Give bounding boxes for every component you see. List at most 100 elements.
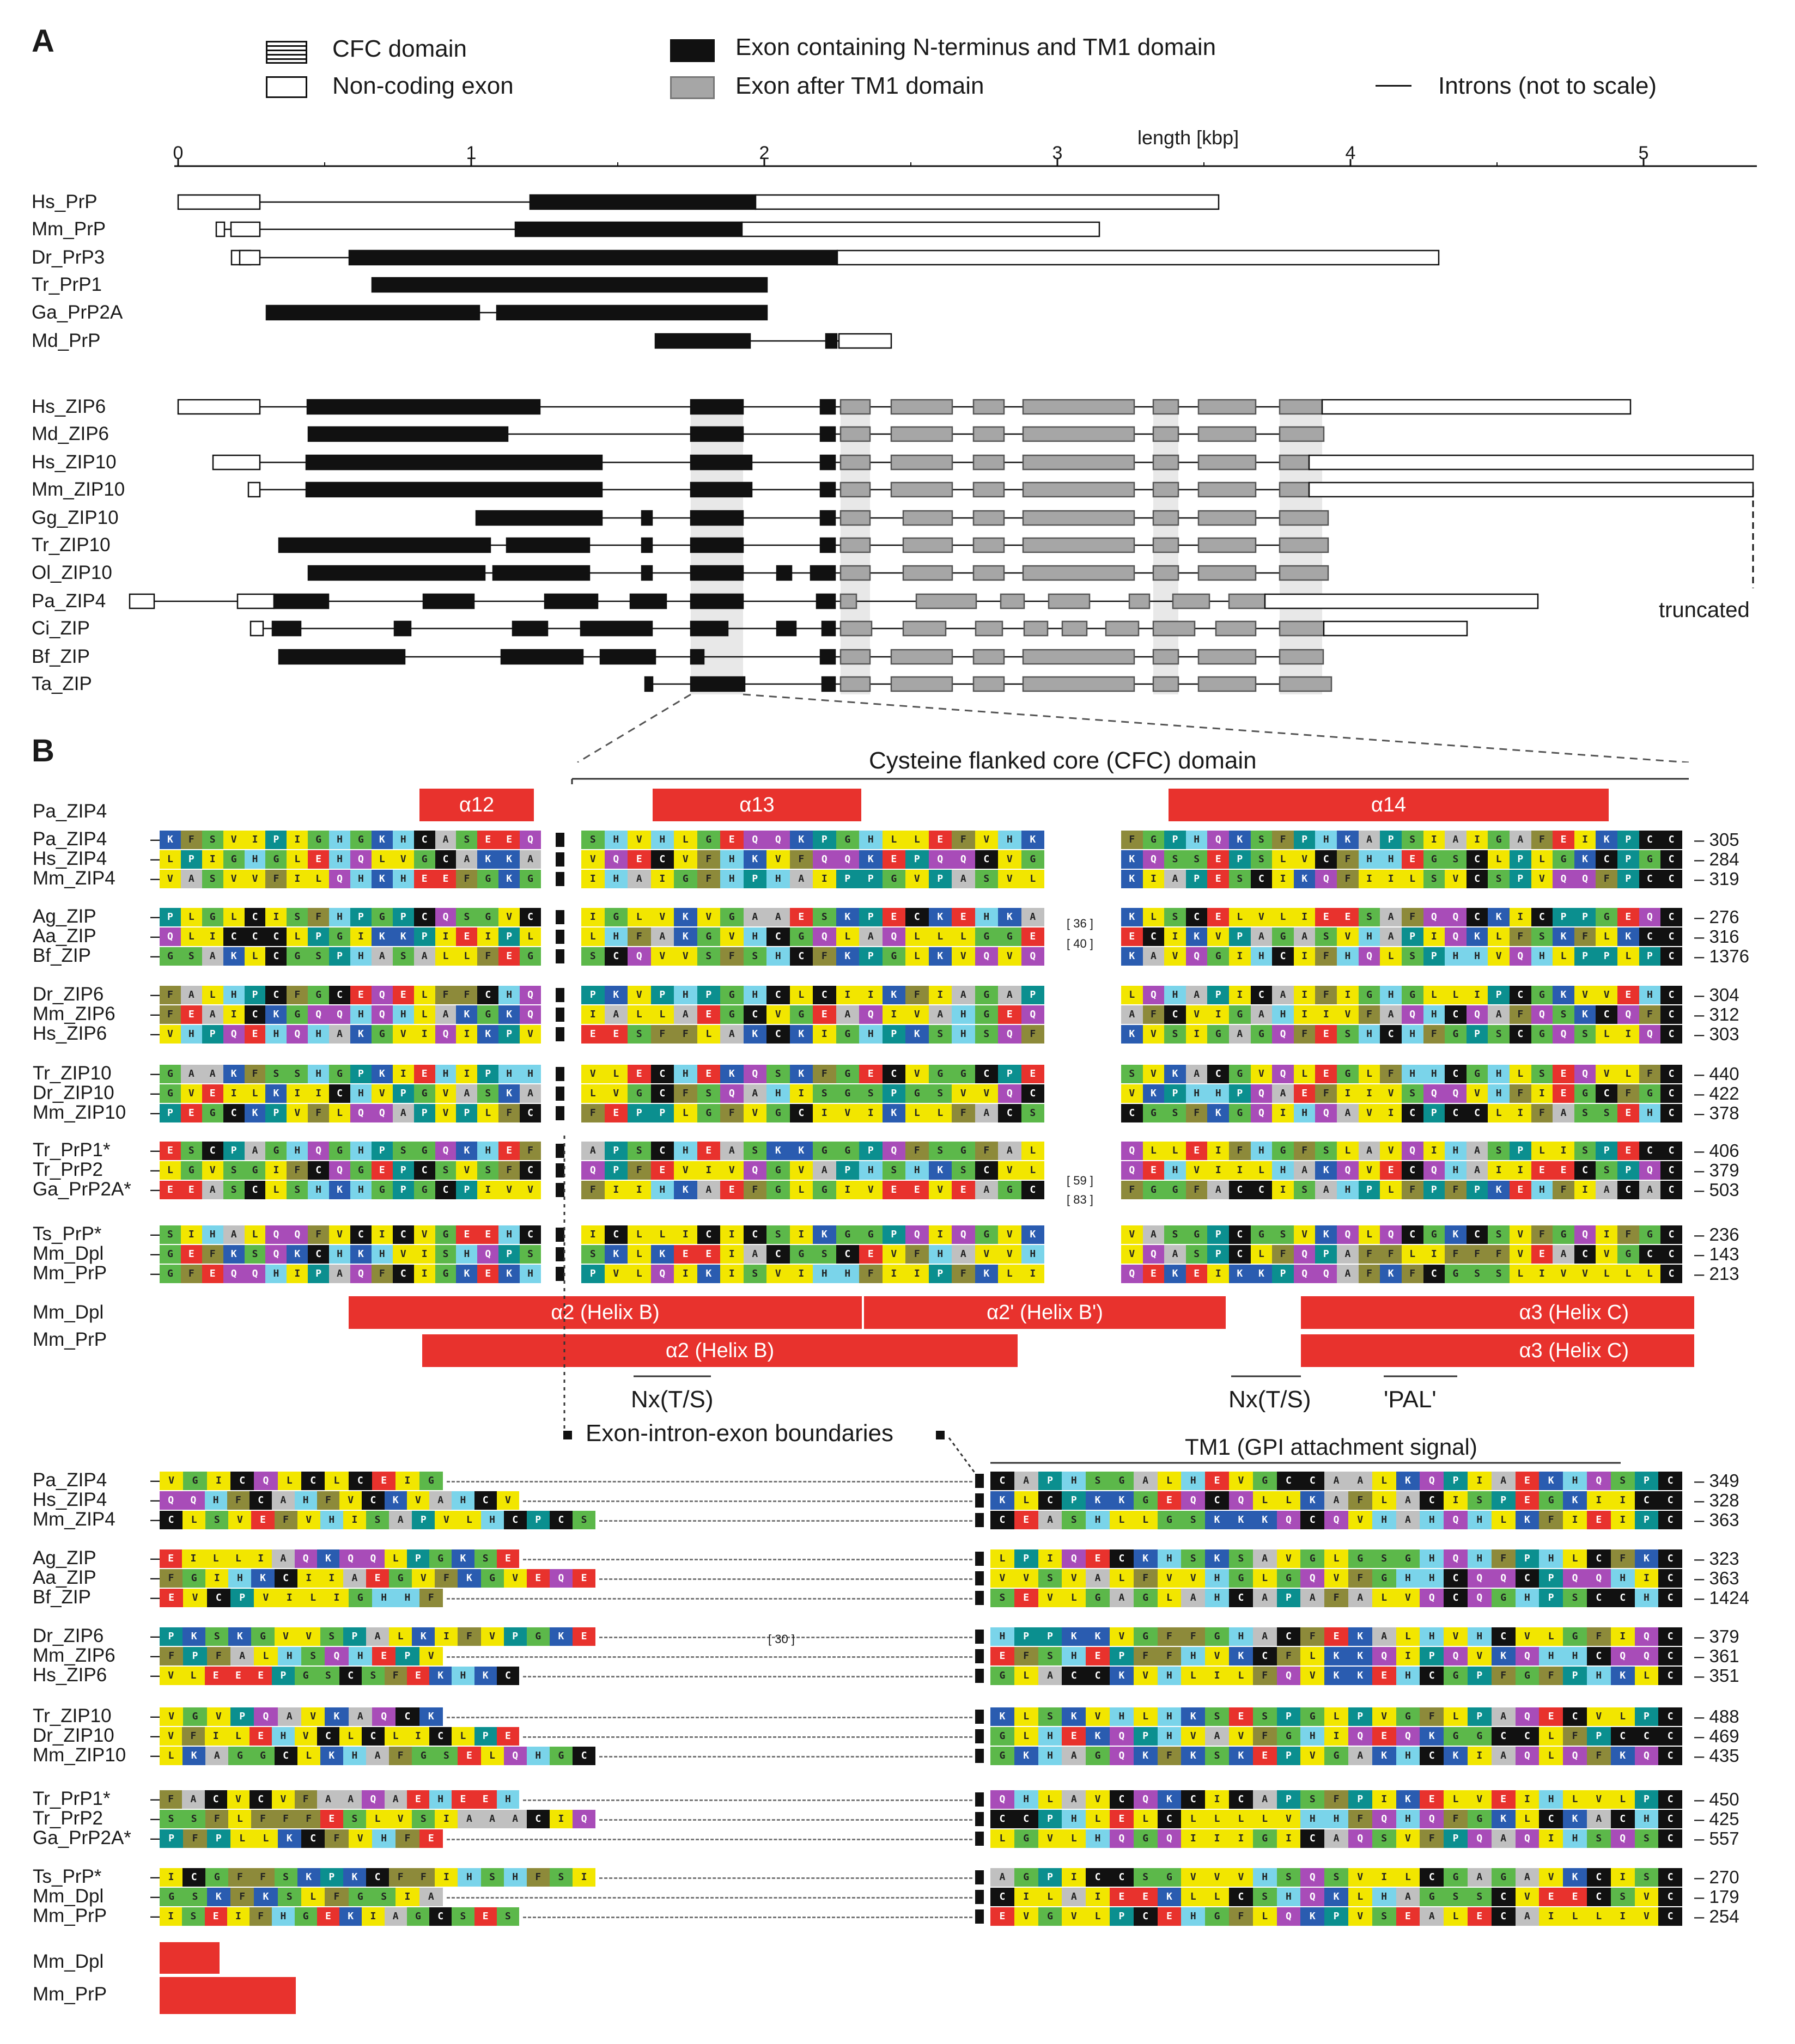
- residue: C: [1596, 1005, 1618, 1024]
- residue: C: [274, 1747, 297, 1765]
- residue: L: [1272, 850, 1294, 869]
- residue: P: [1358, 1181, 1380, 1199]
- residue: P: [1038, 1868, 1062, 1887]
- residue: L: [384, 1727, 407, 1746]
- residue: I: [1553, 1142, 1574, 1160]
- residue: L: [1121, 986, 1143, 1004]
- residue: A: [581, 1142, 605, 1160]
- residue: L: [287, 928, 308, 946]
- residue: I: [308, 1084, 330, 1103]
- residue: P: [1444, 1472, 1468, 1490]
- residue: I: [1617, 1025, 1639, 1044]
- residue: Q: [882, 1142, 905, 1160]
- residue: H: [859, 1025, 883, 1044]
- residue: K: [206, 1888, 230, 1906]
- exon: [544, 593, 599, 609]
- residue: L: [366, 1810, 390, 1828]
- residue: G: [406, 1907, 429, 1926]
- residue: S: [1574, 1142, 1596, 1160]
- exon: [915, 593, 977, 609]
- residue: C: [1466, 1225, 1488, 1244]
- residue: V: [227, 1790, 250, 1809]
- residue: C: [202, 1142, 223, 1160]
- residue: P: [392, 1161, 414, 1180]
- residue: A: [1062, 1747, 1086, 1765]
- residue: A: [435, 1005, 457, 1024]
- residue: E: [813, 1005, 836, 1024]
- alignment-gap: [523, 1799, 972, 1801]
- residue: G: [952, 1142, 975, 1160]
- residue: A: [1372, 1627, 1396, 1646]
- residue: H: [1272, 1005, 1294, 1024]
- residue: S: [813, 908, 836, 926]
- residue: L: [1509, 1265, 1531, 1283]
- residue: K: [329, 1181, 351, 1199]
- residue: Q: [254, 1472, 278, 1490]
- residue: E: [180, 1005, 202, 1024]
- residue: C: [339, 1667, 362, 1685]
- residue: I: [435, 1810, 458, 1828]
- residue: Q: [604, 850, 628, 869]
- residue: F: [1021, 1025, 1044, 1044]
- residue: K: [160, 831, 181, 849]
- residue: Q: [294, 1549, 317, 1568]
- residue: L: [1337, 1142, 1359, 1160]
- exon: [492, 565, 591, 581]
- prp-species-label: Hs_PrP: [32, 191, 98, 212]
- residue: G: [183, 1472, 207, 1490]
- residue: V: [1276, 1810, 1301, 1828]
- residue: E: [1531, 1245, 1553, 1264]
- alignment-gap: [447, 1481, 972, 1482]
- residue: G: [1423, 1225, 1445, 1244]
- residue: I: [320, 1569, 343, 1588]
- residue: C: [474, 1491, 497, 1510]
- residue: V: [1380, 1142, 1402, 1160]
- residue: L: [998, 1265, 1021, 1283]
- axis-tick-label: 3: [1052, 143, 1063, 163]
- after-tm1-legend-swatch: [670, 76, 715, 99]
- residue: K: [789, 831, 813, 849]
- residue: E: [204, 1667, 227, 1685]
- residue: P: [882, 1084, 905, 1103]
- residue: I: [928, 986, 952, 1004]
- residue: H: [1401, 1065, 1423, 1083]
- residue: S: [1133, 1868, 1158, 1887]
- residue: I: [287, 870, 308, 888]
- residue: E: [1539, 1888, 1563, 1906]
- residue: K: [325, 1707, 349, 1726]
- residue: G: [1515, 1667, 1540, 1685]
- residue: V: [1062, 1569, 1086, 1588]
- residue: G: [1250, 1225, 1273, 1244]
- residue: S: [1164, 1104, 1186, 1122]
- residue: Q: [1372, 1810, 1396, 1828]
- residue: F: [274, 1810, 297, 1828]
- residue: A: [384, 1907, 407, 1926]
- residue: C: [766, 928, 790, 946]
- residue: C: [1250, 986, 1273, 1004]
- residue: I: [697, 1161, 720, 1180]
- residue: A: [1491, 1747, 1516, 1765]
- residue: G: [1185, 1225, 1208, 1244]
- residue: Q: [1574, 1225, 1596, 1244]
- residue: V: [1553, 1265, 1574, 1283]
- residue: P: [905, 850, 929, 869]
- residue: S: [882, 1161, 905, 1180]
- residue: E: [1617, 986, 1639, 1004]
- exon: [1279, 399, 1323, 415]
- residue: C: [1250, 1181, 1273, 1199]
- residue: C: [1660, 947, 1682, 966]
- legend-introns: Introns (not to scale): [1438, 72, 1657, 99]
- residue: G: [1133, 1829, 1158, 1848]
- residue: H: [998, 831, 1021, 849]
- residue: A: [223, 1225, 245, 1244]
- residue: F: [294, 1790, 317, 1809]
- residue: H: [1205, 1589, 1229, 1607]
- residue: Q: [223, 1265, 245, 1283]
- residue: H: [1396, 1747, 1420, 1765]
- residue: F: [1337, 850, 1359, 869]
- gap-dash: –: [150, 1023, 161, 1044]
- exon: [819, 454, 836, 471]
